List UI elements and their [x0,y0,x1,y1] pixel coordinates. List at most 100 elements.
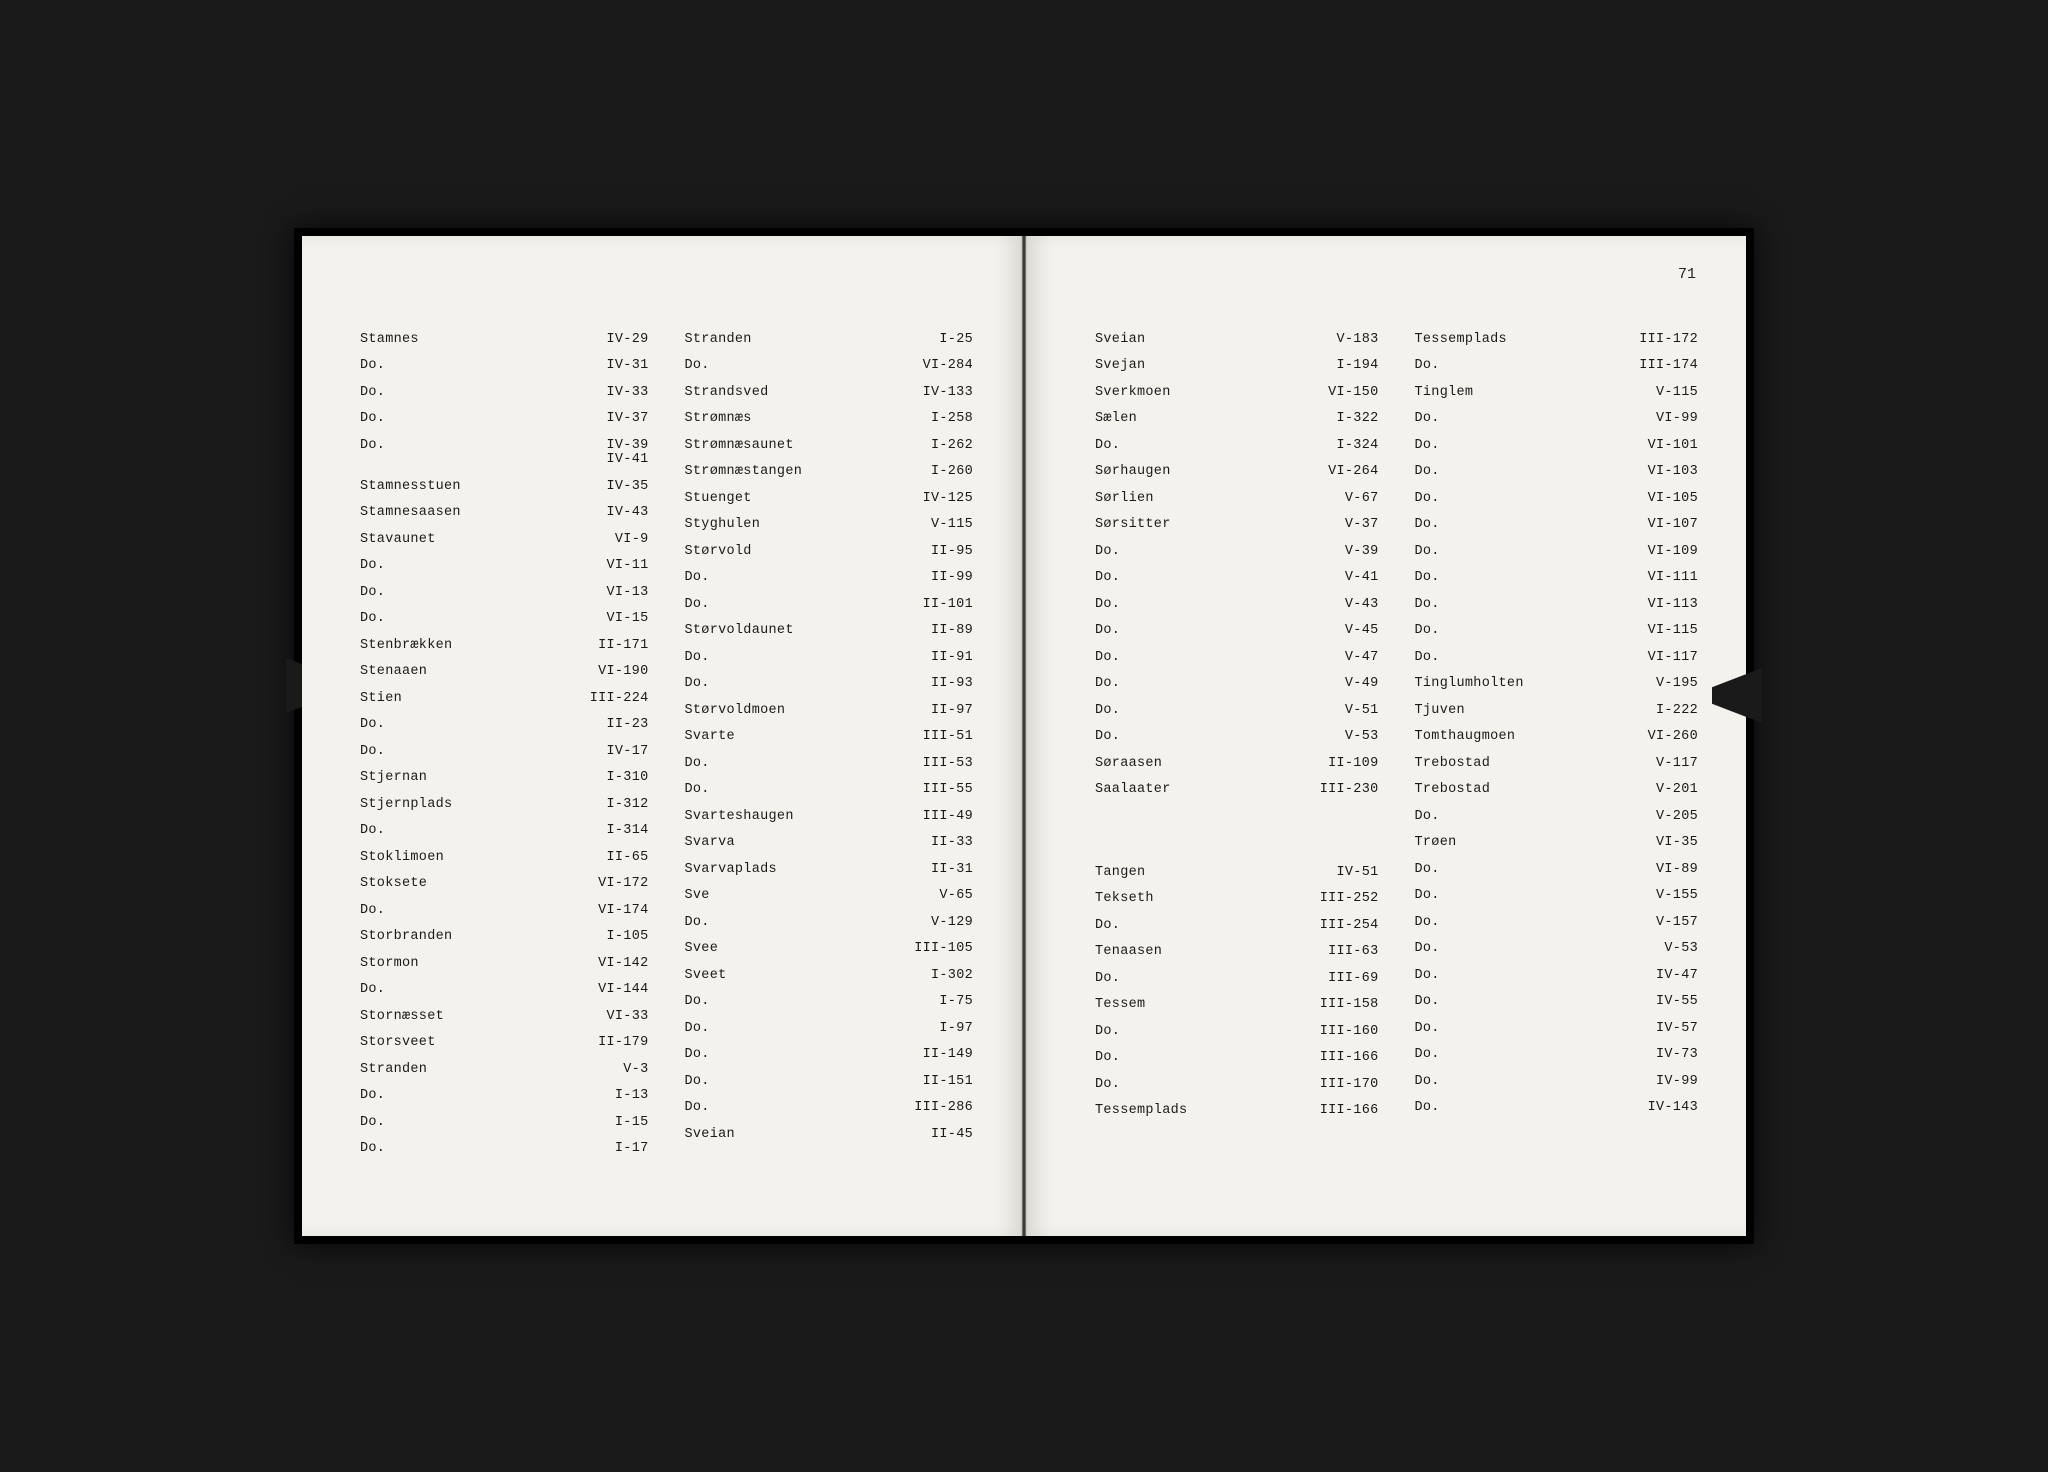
entry-name: Do. [1407,571,1648,585]
index-entry: StørvoldII-95 [677,538,992,565]
index-entry: Do.VI-105 [1407,485,1717,512]
entry-name: Stjernplads [352,798,606,812]
index-entry: Do.VI-13 [352,579,667,606]
entry-name: Do. [1407,969,1656,983]
entry-reference: IV-133 [923,386,991,400]
entry-name: Størvold [677,545,931,559]
entry-reference: III-230 [1320,783,1397,797]
entry-reference: VI-260 [1648,730,1716,744]
entry-name: Stamnesaasen [352,506,606,520]
entry-reference: VI-101 [1648,439,1716,453]
entry-reference: II-89 [931,624,991,638]
entry-name: Stenaaen [352,665,598,679]
index-entry: Do.VI-99 [1407,406,1717,433]
index-entry: Do.III-286 [677,1095,992,1122]
entry-reference: VI-190 [598,665,666,679]
index-entry: Do.I-13 [352,1083,667,1110]
entry-name: Svarteshaugen [677,810,923,824]
entry-reference: II-31 [931,863,991,877]
entry-reference: III-166 [1320,1051,1397,1065]
entry-name: Trebostad [1407,757,1656,771]
index-entry: SælenI-322 [1087,406,1397,433]
index-entry: SvarteIII-51 [677,724,992,751]
entry-reference: IV-55 [1656,995,1716,1009]
index-entry: Do.VI-174 [352,897,667,924]
entry-reference: V-129 [931,916,991,930]
entry-reference: VI-15 [606,612,666,626]
entry-reference: IV-51 [1336,866,1396,880]
entry-reference: I-258 [931,412,991,426]
index-entry: TinglemV-115 [1407,379,1717,406]
entry-reference: IV-43 [606,506,666,520]
entry-name: Stornæsset [352,1010,606,1024]
index-entry: SverkmoenVI-150 [1087,379,1397,406]
index-entry: Do.V-51 [1087,697,1397,724]
right-columns: SveianV-183SvejanI-194SverkmoenVI-150Sæl… [1087,326,1716,1124]
entry-name: Do. [352,904,598,918]
entry-name: Do. [1087,624,1345,638]
index-entry: StorsveetII-179 [352,1030,667,1057]
entry-name: Do. [1407,518,1648,532]
entry-reference: III-63 [1328,945,1396,959]
entry-reference: VI-264 [1328,465,1396,479]
entry-reference: II-179 [598,1036,666,1050]
entry-name: Do. [1087,598,1345,612]
index-entry: SveeIII-105 [677,936,992,963]
index-entry: StamnesstuenIV-35 [352,473,667,500]
entry-reference: IV-73 [1656,1048,1716,1062]
entry-reference: VI-89 [1656,863,1716,877]
entry-reference: III-51 [923,730,991,744]
entry-reference: II-99 [931,571,991,585]
index-entry: TrøenVI-35 [1407,830,1717,857]
entry-reference: IV-47 [1656,969,1716,983]
entry-name: Do. [1407,624,1648,638]
index-entry: Do.IV-99 [1407,1068,1717,1095]
entry-reference: V-49 [1345,677,1397,691]
entry-name: Sørlien [1087,492,1345,506]
entry-reference: III-254 [1320,919,1397,933]
index-entry: Do.VI-89 [1407,856,1717,883]
entry-name: Stranden [352,1063,623,1077]
entry-name: Tenaasen [1087,945,1328,959]
index-entry: Do.I-314 [352,818,667,845]
entry-name: Do. [1407,916,1656,930]
index-entry: Do.VI-11 [352,553,667,580]
entry-reference: III-69 [1328,972,1396,986]
index-entry: Do.IV-33 [352,379,667,406]
entry-name: Do. [1407,465,1648,479]
entry-name: Do. [1087,651,1345,665]
entry-name: Do. [677,1101,915,1115]
entry-name: Do. [677,651,931,665]
entry-reference: VI-103 [1648,465,1716,479]
entry-name: Do. [352,1142,615,1156]
index-entry: Do.I-15 [352,1109,667,1136]
index-entry: StenaaenVI-190 [352,659,667,686]
entry-reference: VI-284 [923,359,991,373]
index-entry: Do.VI-113 [1407,591,1717,618]
entry-reference: III-49 [923,810,991,824]
index-entry: Do.IV-31 [352,353,667,380]
entry-name: Do. [352,412,606,426]
entry-reference: IV-125 [923,492,991,506]
index-entry: Do.VI-117 [1407,644,1717,671]
entry-name: Do. [1087,677,1345,691]
entry-reference: I-322 [1336,412,1396,426]
entry-reference: VI-99 [1656,412,1716,426]
index-entry: Do.VI-15 [352,606,667,633]
index-entry: Do.VI-284 [677,353,992,380]
index-entry: StjernanI-310 [352,765,667,792]
index-entry: SvarteshaugenIII-49 [677,803,992,830]
index-entry: Do.V-157 [1407,909,1717,936]
entry-name: Do. [1087,919,1320,933]
index-entry: Do.VI-101 [1407,432,1717,459]
entry-reference: II-101 [923,598,991,612]
entry-reference: IV-29 [606,333,666,347]
entry-reference: I-97 [939,1022,991,1036]
index-entry: Do.IV-57 [1407,1015,1717,1042]
entry-name: Tessemplads [1407,333,1640,347]
entry-reference: V-3 [623,1063,666,1077]
index-entry: SveianV-183 [1087,326,1397,353]
index-entry: StrømnæstangenI-260 [677,459,992,486]
entry-name: Do. [1407,1101,1648,1115]
index-entry: TomthaugmoenVI-260 [1407,724,1717,751]
